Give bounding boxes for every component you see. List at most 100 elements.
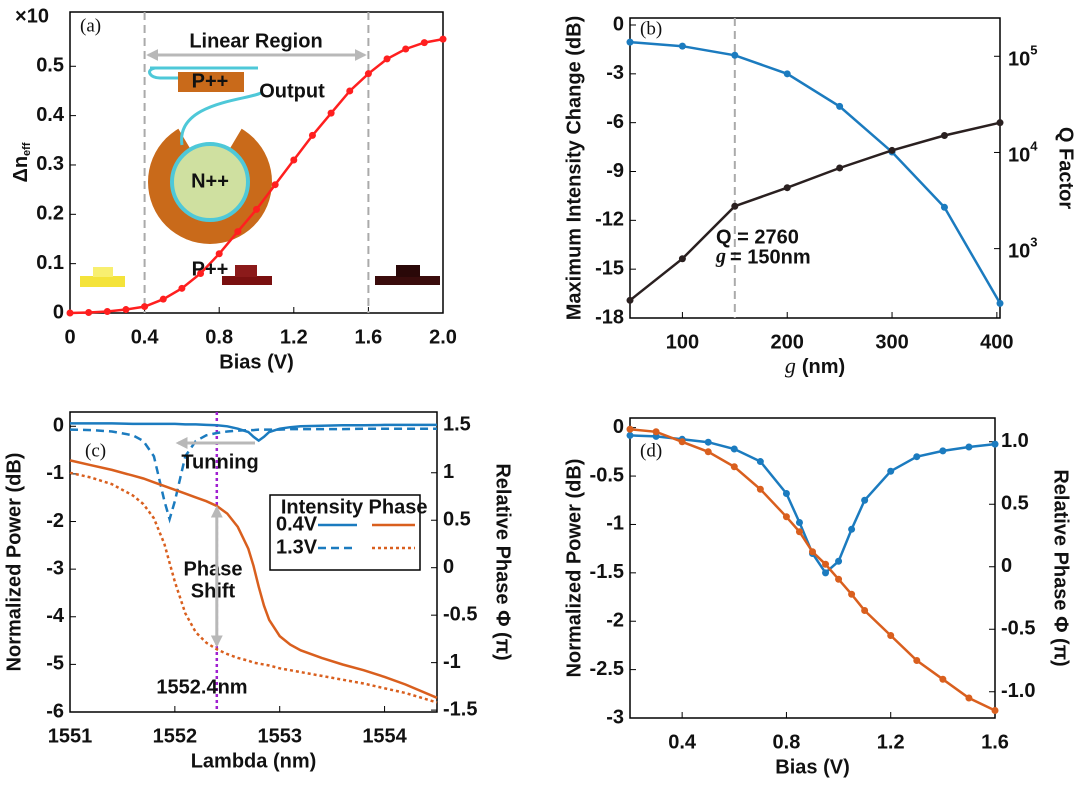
x-tick-label: 1.6 — [981, 731, 1009, 753]
legend-label: 1.3V — [276, 536, 318, 558]
x-tick-label: 300 — [875, 331, 908, 353]
y-tick-label: -2.5 — [590, 658, 624, 680]
y2-tick-base: 10 — [1008, 49, 1030, 71]
y-tick-label: -2 — [46, 510, 64, 532]
data-point — [888, 146, 896, 154]
data-point — [848, 525, 856, 533]
plot-frame — [629, 17, 1001, 319]
plot-frame — [629, 417, 996, 719]
x-tick-label: 0.8 — [773, 731, 801, 753]
data-point — [704, 448, 712, 456]
y2-tick-label: -0.5 — [1001, 618, 1035, 640]
data-point — [795, 528, 803, 536]
x-tick-label: 1553 — [257, 725, 302, 747]
x-axis-label: Bias (V) — [775, 756, 849, 778]
y2-tick-label: 0 — [443, 556, 454, 578]
data-point — [913, 453, 921, 461]
data-point — [861, 496, 869, 504]
data-point — [626, 296, 634, 304]
axis-multiplier: ×10 — [15, 5, 49, 27]
x-tick-label: 1552 — [153, 725, 198, 747]
y-axis-label: Normalized Power (dB) — [563, 459, 585, 678]
data-point — [940, 203, 948, 211]
y-tick-label: -15 — [595, 257, 624, 279]
y-tick-label: 0 — [53, 415, 64, 437]
data-point — [383, 55, 391, 63]
series-line — [629, 434, 996, 575]
data-point — [731, 51, 739, 59]
annotation: Tunning — [181, 451, 258, 473]
data-point — [308, 131, 316, 139]
data-point — [822, 560, 830, 568]
y-axis-label: Maximum Intensity Change (dB) — [563, 16, 585, 320]
data-point — [122, 306, 130, 314]
data-point — [836, 164, 844, 172]
y2-tick-label: 105 — [1008, 43, 1037, 71]
data-point — [364, 70, 372, 78]
y-tick-label: 0 — [613, 416, 624, 438]
y2-tick-exponent: 4 — [1030, 139, 1038, 154]
data-point — [809, 548, 816, 556]
annotation: Output — [259, 80, 325, 102]
y2-tick-label: -1.5 — [443, 698, 477, 720]
annotation: = 150nm — [730, 246, 811, 268]
y2-tick-label: -1 — [443, 651, 461, 673]
annotation: Shift — [191, 580, 236, 602]
y2-axis-label: Relative Phase Φ (π) — [1050, 469, 1072, 666]
annotation: Linear Region — [189, 30, 322, 52]
data-point — [965, 443, 973, 451]
data-point — [730, 445, 738, 453]
x-tick-label: 200 — [771, 331, 804, 353]
y-tick-label: 0.4 — [36, 104, 65, 126]
legend-header: Intensity — [281, 496, 364, 518]
series-line — [629, 40, 1002, 304]
data-point — [215, 250, 223, 258]
data-point — [965, 694, 973, 702]
y2-tick-label: 1 — [443, 461, 454, 483]
y-tick-label: -3 — [606, 706, 624, 728]
y-tick-label: -1.5 — [590, 561, 624, 583]
data-point — [678, 438, 686, 446]
x-tick-label: 1.2 — [280, 326, 308, 348]
y-tick-label: 0 — [613, 13, 624, 35]
data-point — [782, 489, 790, 497]
data-point — [822, 569, 830, 577]
annotation: P++ — [192, 70, 229, 92]
y2-tick-label: 0.5 — [1001, 493, 1029, 515]
data-point — [940, 132, 948, 140]
data-point — [652, 428, 660, 436]
x-axis-label: Lambda (nm) — [191, 750, 317, 772]
y2-axis-label: Q Factor — [1055, 127, 1077, 209]
y2-tick-label: 103 — [1008, 235, 1037, 263]
x-tick-label: 1.2 — [877, 731, 905, 753]
y-tick-label: -9 — [606, 160, 624, 182]
y-axis-subscript: eff — [21, 142, 33, 156]
x-axis-unit: (nm) — [802, 356, 845, 378]
panel: 0.4 0.8 1.2 1.6 0 -0.5 -1 -1.5 -2 -2.5 -3 1.0 0.5 0 -0… — [563, 416, 1071, 778]
data-point — [861, 607, 869, 614]
x-tick-label: 400 — [980, 331, 1013, 353]
data-point — [939, 675, 947, 683]
y-tick-label: 0.2 — [36, 203, 64, 225]
annotation: P++ — [192, 258, 229, 280]
y-tick-label: -3 — [606, 62, 624, 84]
panel: 1551 1552 1553 1554 0 -1 -2 -3 -4 -5 -6 1.5 1 0.5 0 -0.… — [3, 411, 514, 772]
data-point — [991, 707, 999, 714]
data-point — [626, 38, 634, 46]
data-point — [159, 295, 167, 303]
data-point — [835, 575, 843, 583]
data-point — [103, 308, 111, 316]
y2-tick-base: 10 — [1008, 145, 1030, 167]
x-axis-label: Bias (V) — [219, 351, 293, 373]
x-tick-label: 100 — [666, 331, 699, 353]
y-axis-label: Normalized Power (dB) — [3, 453, 25, 672]
data-point — [848, 590, 856, 598]
x-axis-label: g (nm) — [785, 353, 845, 378]
y2-tick-label: 1.5 — [443, 414, 471, 436]
y2-tick-label: 0.5 — [443, 509, 471, 531]
series-line — [69, 459, 438, 699]
y-tick-label: -2 — [606, 610, 624, 632]
data-point — [795, 519, 803, 527]
x-tick-label: 0 — [64, 326, 75, 348]
y-tick-label: -1 — [606, 513, 624, 535]
